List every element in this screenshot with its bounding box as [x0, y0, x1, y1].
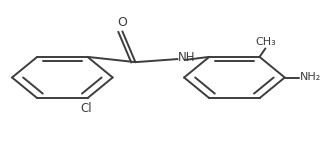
Text: NH: NH — [178, 51, 196, 64]
Text: NH₂: NH₂ — [300, 73, 321, 82]
Text: Cl: Cl — [80, 102, 92, 115]
Text: O: O — [117, 16, 127, 29]
Text: CH₃: CH₃ — [255, 37, 276, 46]
